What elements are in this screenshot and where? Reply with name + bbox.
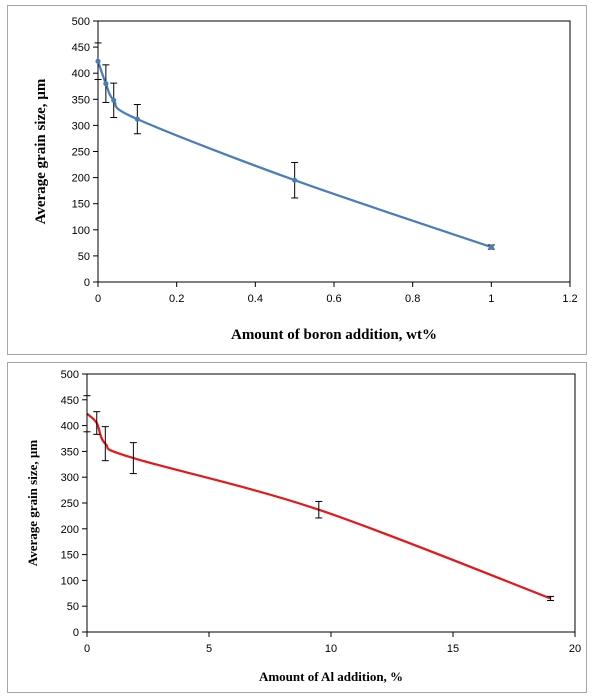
aluminum-y-tick-label: 300 [61,472,79,484]
boron-x-axis-title: Amount of boron addition, wt% [231,327,437,343]
boron-chart: 0 50 100 150 200 250 300 350 400 450 500 0 0.2 0.4 0.6… [7,5,587,355]
boron-y-tick-label: 350 [72,94,90,106]
aluminum-y-tick-label: 200 [61,524,79,536]
aluminum-y-axis-title: Average grain size, µm [25,440,40,567]
boron-y-tick-label: 100 [72,225,90,237]
aluminum-plot-area [86,373,576,633]
boron-y-tick-label: 400 [72,68,90,80]
boron-data-point [111,97,117,103]
boron-x-tick-label: 1 [488,293,494,305]
boron-x-tick-label: 0.4 [248,293,263,305]
boron-y-tick-label: 200 [72,173,90,185]
boron-x-tick-label: 0.6 [326,293,341,305]
boron-x-tick-label: 0 [95,293,101,305]
boron-x-tick-label: 0.2 [169,293,184,305]
boron-plot-area [97,20,571,283]
aluminum-y-tick-label: 500 [61,369,79,381]
aluminum-x-tick-label: 5 [206,643,212,655]
boron-y-tick-label: 500 [72,16,90,28]
aluminum-x-tick-label: 10 [325,643,337,655]
boron-chart-svg: 0 50 100 150 200 250 300 350 400 450 500 0 0.2 0.4 0.6… [33,16,578,343]
boron-data-point [292,177,298,183]
aluminum-y-tick-label: 100 [61,575,79,587]
aluminum-y-tick-label: 350 [61,446,79,458]
boron-y-tick-label: 300 [72,120,90,132]
aluminum-x-tick-label: 20 [569,643,581,655]
aluminum-y-tick-label: 450 [61,395,79,407]
aluminum-y-tick-label: 50 [67,601,79,613]
aluminum-x-tick-label: 15 [447,643,459,655]
aluminum-y-tick-label: 0 [73,627,79,639]
aluminum-chart: 0 50 100 150 200 250 300 350 400 450 500 0 5 10 15 20 Am… [7,362,587,693]
boron-y-tick-label: 0 [84,277,90,289]
aluminum-y-tick-label: 400 [61,421,79,433]
aluminum-y-tick-label: 250 [61,498,79,510]
boron-y-tick-label: 50 [78,251,90,263]
boron-y-tick-label: 250 [72,147,90,159]
boron-x-tick-label: 0.8 [405,293,420,305]
boron-data-point [488,244,494,250]
boron-x-tick-label: 1.2 [562,293,577,305]
boron-y-tick-label: 450 [72,42,90,54]
boron-data-point [103,81,109,87]
aluminum-y-tick-label: 150 [61,550,79,562]
boron-y-axis-title: Average grain size, µm [33,78,49,224]
aluminum-x-axis-title: Amount of Al addition, % [259,669,403,684]
boron-data-point [134,116,140,122]
aluminum-x-tick-label: 0 [84,643,90,655]
boron-y-tick-label: 150 [72,199,90,211]
boron-data-point [95,58,101,64]
aluminum-chart-svg: 0 50 100 150 200 250 300 350 400 450 500 0 5 10 15 20 Am… [25,369,581,684]
